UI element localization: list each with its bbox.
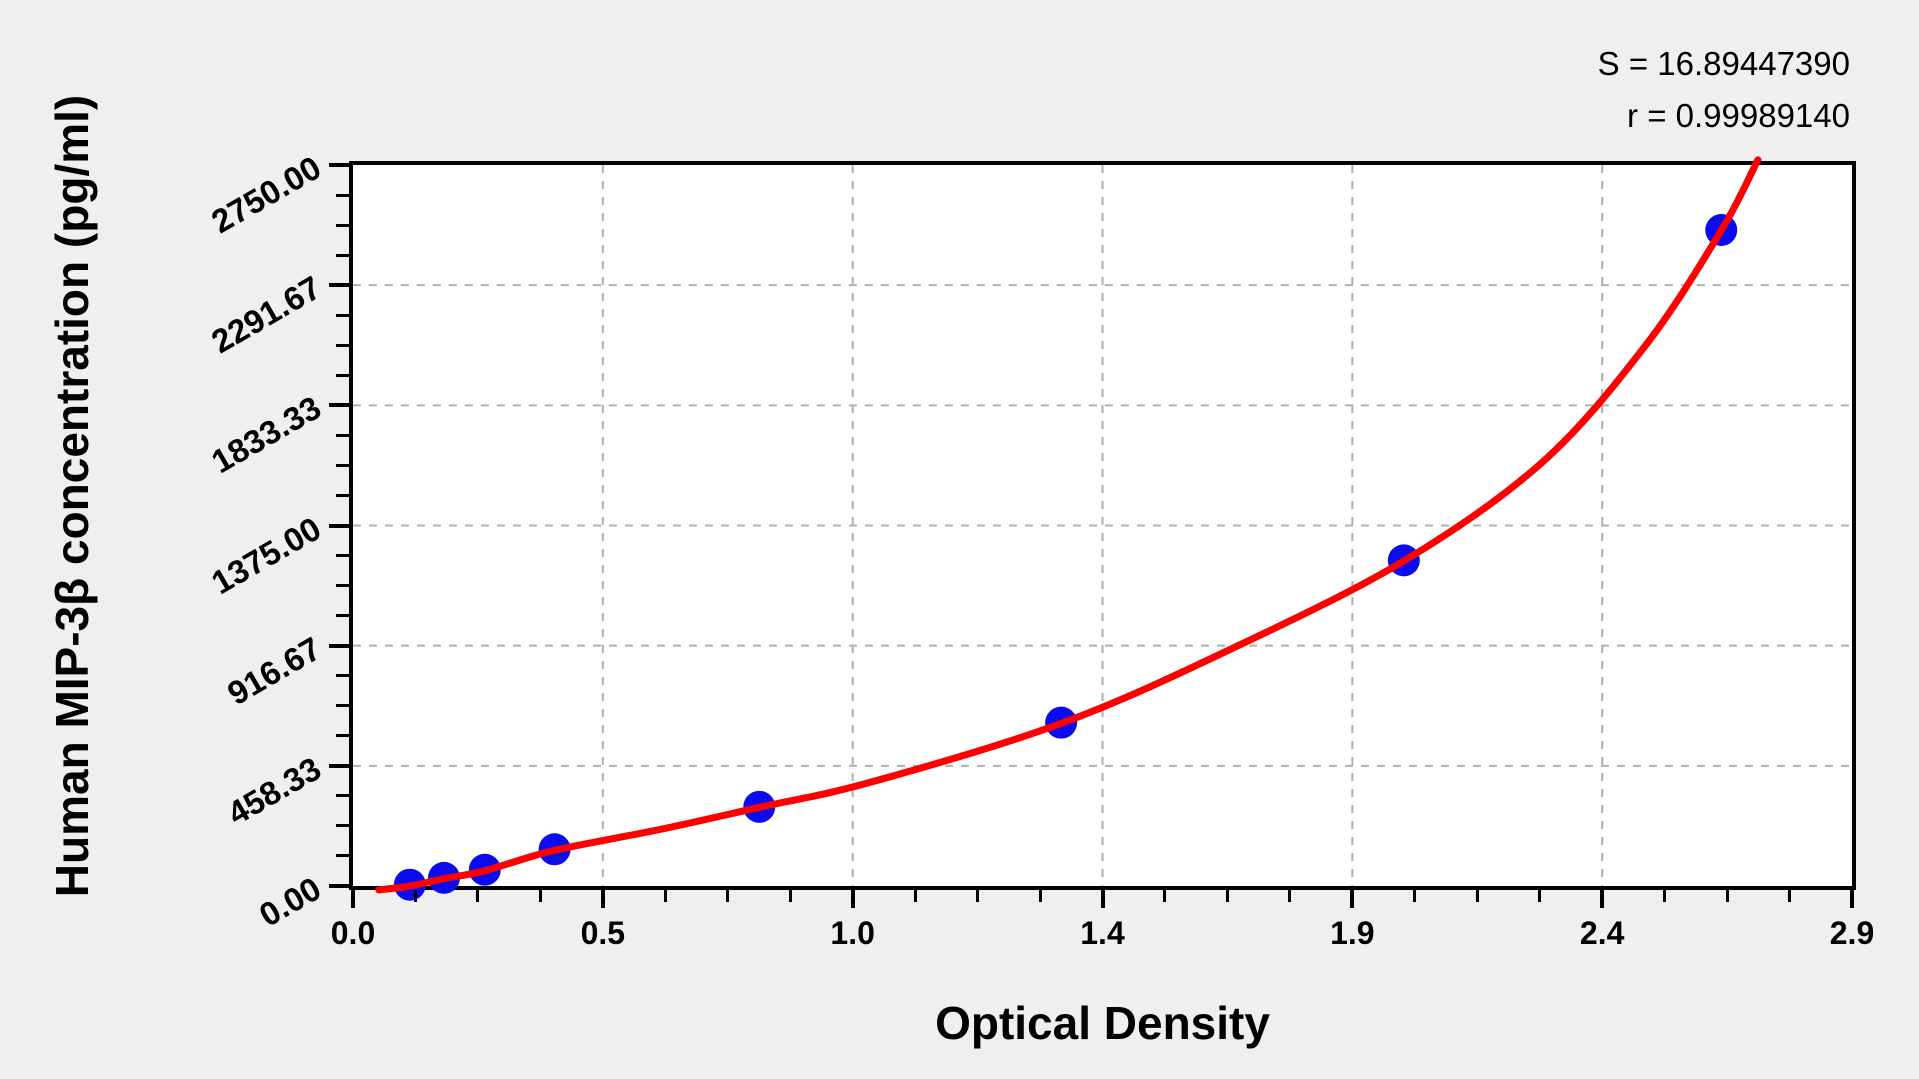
x-tick-label: 0.5	[580, 915, 626, 951]
y-minor-tick	[336, 433, 349, 437]
y-minor-tick	[336, 193, 349, 197]
y-major-tick	[329, 763, 349, 768]
x-major-tick	[351, 890, 355, 908]
y-major-tick	[329, 163, 349, 167]
y-minor-tick	[336, 824, 349, 828]
y-minor-tick	[336, 794, 349, 798]
x-minor-tick	[1538, 890, 1542, 902]
x-tick-label: 2.4	[1579, 915, 1625, 951]
y-minor-tick	[336, 373, 349, 377]
x-minor-tick	[976, 890, 980, 902]
y-minor-tick	[336, 554, 349, 558]
r-value-text: r = 0.99989140	[1627, 97, 1850, 134]
x-major-tick	[1850, 890, 1854, 908]
x-minor-tick	[1788, 890, 1792, 902]
x-tick-label: 2.9	[1829, 915, 1875, 951]
x-tick-label: 1.9	[1330, 915, 1375, 951]
y-minor-tick	[336, 734, 349, 738]
y-minor-tick	[336, 253, 349, 257]
y-major-tick	[329, 283, 349, 288]
fit-curve	[375, 156, 1762, 894]
x-minor-tick	[1725, 890, 1729, 902]
x-minor-tick	[913, 890, 917, 902]
chart-canvas	[353, 156, 1852, 901]
x-major-tick	[850, 890, 855, 908]
y-minor-tick	[336, 343, 349, 347]
x-minor-tick	[788, 890, 792, 902]
y-minor-tick	[336, 854, 349, 858]
x-minor-tick	[413, 890, 417, 902]
y-minor-tick	[336, 674, 349, 678]
x-minor-tick	[1288, 890, 1292, 902]
x-minor-tick	[1663, 890, 1667, 902]
x-major-tick	[1100, 890, 1105, 908]
x-minor-tick	[1225, 890, 1229, 902]
x-major-tick	[1350, 890, 1355, 908]
x-tick-label: 0.0	[330, 915, 376, 951]
x-minor-tick	[1038, 890, 1042, 902]
fit-statistics: S = 16.89447390 r = 0.99989140	[1598, 38, 1850, 142]
y-major-tick	[329, 523, 349, 528]
y-minor-tick	[336, 614, 349, 618]
y-minor-tick	[336, 463, 349, 467]
x-tick-label: 1.4	[1080, 915, 1125, 951]
x-minor-tick	[1163, 890, 1167, 902]
x-minor-tick	[1413, 890, 1417, 902]
y-major-tick	[329, 403, 349, 408]
x-tick-label: 1.0	[830, 915, 875, 951]
y-major-tick	[329, 643, 349, 648]
y-axis-title: Human MIP-3β concentration (pg/ml)	[46, 94, 98, 898]
x-major-tick	[1600, 890, 1605, 908]
y-minor-tick	[336, 704, 349, 708]
y-minor-tick	[336, 493, 349, 497]
x-axis-title: Optical Density	[935, 997, 1270, 1049]
x-minor-tick	[726, 890, 730, 902]
y-minor-tick	[336, 313, 349, 317]
s-value-text: S = 16.89447390	[1597, 45, 1850, 82]
x-minor-tick	[476, 890, 480, 902]
y-major-tick	[329, 884, 349, 888]
x-major-tick	[600, 890, 605, 908]
y-minor-tick	[336, 223, 349, 227]
x-minor-tick	[1475, 890, 1479, 902]
y-minor-tick	[336, 584, 349, 588]
x-minor-tick	[538, 890, 542, 902]
x-minor-tick	[663, 890, 667, 902]
